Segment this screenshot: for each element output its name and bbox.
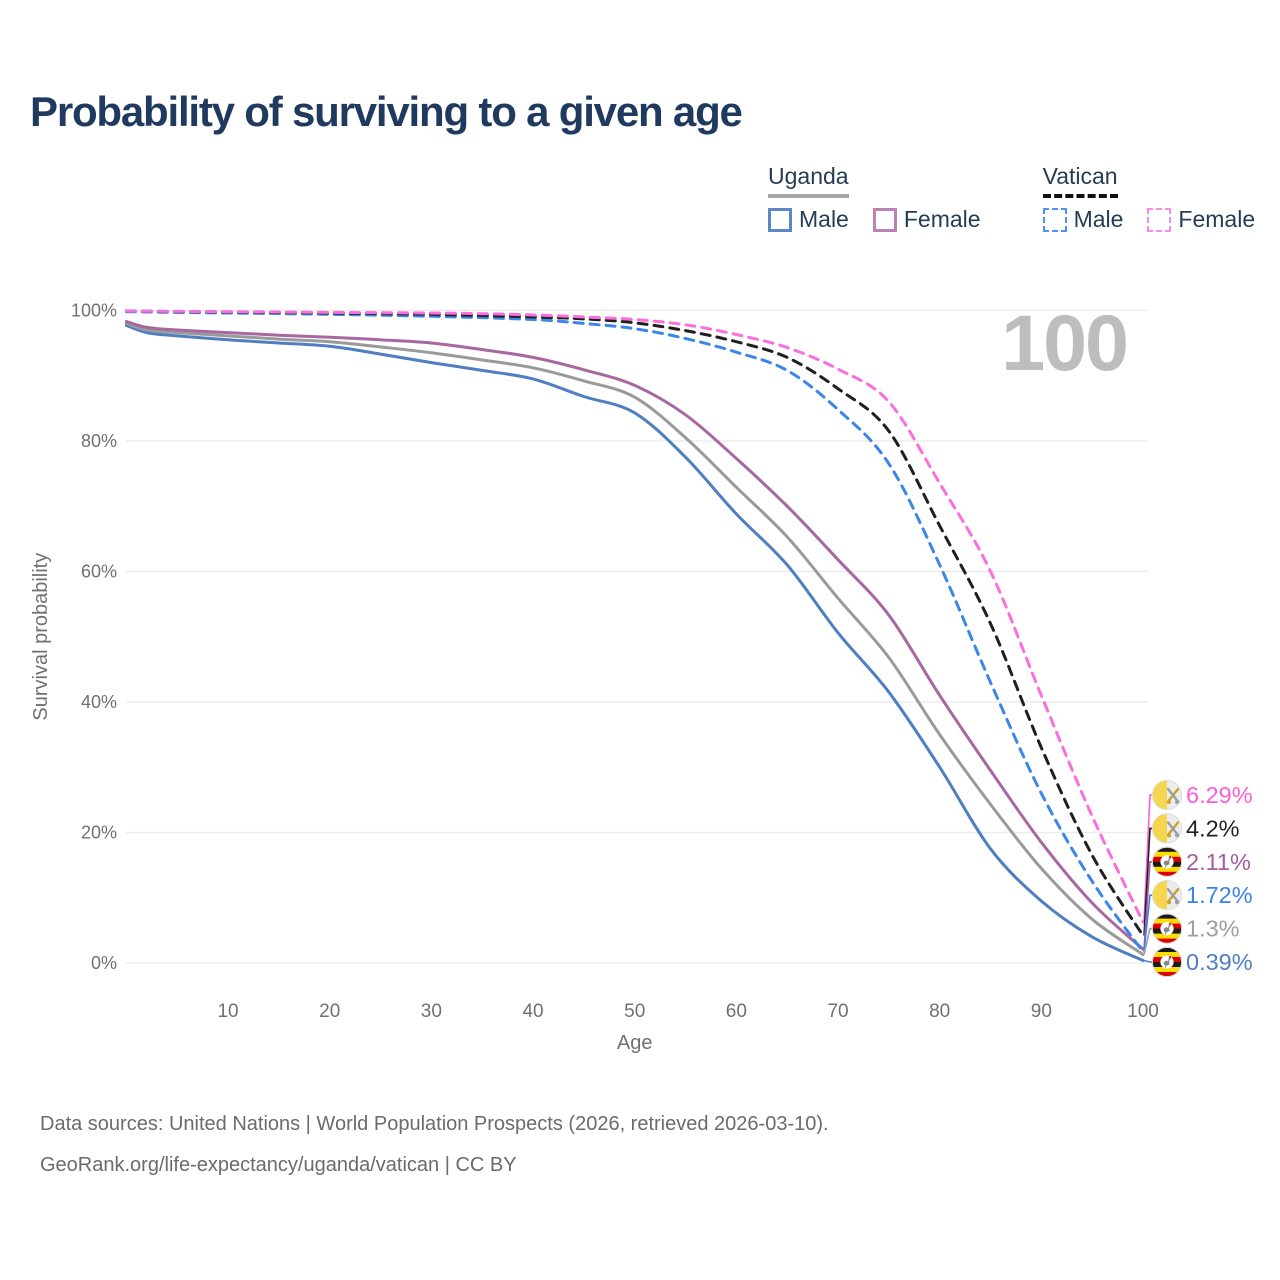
x-tick-label: 70 <box>827 1001 848 1022</box>
uganda-male-swatch-icon <box>768 207 792 232</box>
legend-item-label: Male <box>799 206 849 232</box>
flag-left-half <box>1152 880 1167 911</box>
y-axis-title: Survival probability <box>30 553 52 721</box>
footer-attribution: GeoRank.org/life-expectancy/uganda/vatic… <box>40 1154 517 1176</box>
key-bow <box>1167 900 1171 905</box>
curve-vatican-female <box>124 309 1145 924</box>
flag-stripe <box>1152 947 1182 953</box>
flag-stripe <box>1152 972 1182 977</box>
curve-uganda-female <box>124 320 1145 951</box>
end-label-value: 2.11% <box>1186 849 1251 875</box>
crane-crest <box>1169 956 1172 958</box>
curve-uganda-male <box>124 323 1145 962</box>
x-tick-label: 60 <box>726 1001 747 1022</box>
end-label-value: 6.29% <box>1186 782 1253 808</box>
flag-border <box>1151 946 1183 978</box>
y-tick-label: 40% <box>81 692 117 712</box>
y-tick-label: 100% <box>71 300 117 320</box>
x-tick-label: 50 <box>624 1001 645 1022</box>
x-tick-label: 40 <box>522 1001 543 1022</box>
end-label-value: 1.3% <box>1186 916 1240 942</box>
x-tick-label: 20 <box>319 1001 340 1022</box>
uganda-female-swatch-icon <box>872 207 897 232</box>
y-tick-label: 60% <box>81 561 117 581</box>
legend-item-vatican-male[interactable]: Male <box>1042 206 1124 233</box>
key-bow <box>1175 900 1179 905</box>
legend-group-vatican: Vatican Male Female <box>1042 163 1255 233</box>
curve-vatican-male <box>124 310 1145 954</box>
page-title: Probability of surviving to a given age <box>30 88 743 135</box>
key-bow <box>1167 800 1171 804</box>
flag-border <box>1151 913 1183 944</box>
x-tick-label: 80 <box>929 1001 950 1022</box>
crane-leg <box>1164 931 1167 935</box>
y-tick-label: 20% <box>81 822 117 842</box>
footer: Data sources: United Nations | World Pop… <box>40 1104 829 1186</box>
curve-vatican-total <box>124 309 1145 938</box>
vatican-flag-icon <box>1151 779 1183 811</box>
key-bow <box>1167 833 1171 838</box>
key-bow <box>1175 800 1179 804</box>
uganda-flag-icon <box>1151 946 1183 978</box>
crane-leg <box>1164 864 1167 868</box>
vatican-male-swatch-icon <box>1042 207 1067 232</box>
legend: Uganda Male Female Vatican Male <box>768 163 1255 233</box>
flag-stripe <box>1152 952 1182 958</box>
flag-left-half <box>1152 813 1167 844</box>
uganda-flag-icon <box>1151 913 1183 944</box>
x-tick-label: 30 <box>421 1001 442 1022</box>
flag-stripe <box>1152 871 1182 877</box>
silver-key <box>1166 888 1180 903</box>
x-tick-label: 100 <box>1127 1001 1159 1022</box>
vatican-flag-icon <box>1151 813 1183 844</box>
flag-stripe <box>1152 846 1182 853</box>
flag-stripe <box>1152 918 1182 925</box>
flag-border <box>1151 880 1183 911</box>
end-label-value: 1.72% <box>1186 882 1253 908</box>
end-label-connector <box>1143 959 1153 963</box>
flag-border <box>1151 779 1183 811</box>
crane-crest <box>1169 855 1172 858</box>
vatican-female-swatch-icon <box>1147 207 1172 232</box>
y-tick-label: 0% <box>91 953 117 973</box>
vatican-flag-icon <box>1151 880 1183 911</box>
flag-left-half <box>1152 780 1167 810</box>
legend-group-uganda: Uganda Male Female <box>768 163 981 233</box>
x-axis-title: Age <box>617 1032 653 1054</box>
legend-item-uganda-female[interactable]: Female <box>872 206 981 233</box>
end-label-value: 0.39% <box>1186 949 1253 975</box>
y-tick-label: 80% <box>81 431 117 451</box>
legend-item-uganda-male[interactable]: Male <box>768 206 849 233</box>
x-tick-label: 10 <box>217 1001 238 1022</box>
end-label-value: 4.2% <box>1186 815 1240 841</box>
flag-stripe <box>1152 933 1182 940</box>
crane-crest <box>1169 922 1172 925</box>
legend-item-label: Female <box>903 206 981 232</box>
footer-data-sources: Data sources: United Nations | World Pop… <box>40 1113 829 1135</box>
legend-group-title-vatican: Vatican <box>1042 163 1118 198</box>
flag-stripe <box>1152 913 1182 920</box>
flag-stripe <box>1152 866 1182 873</box>
flag-border <box>1151 846 1183 877</box>
legend-item-vatican-female[interactable]: Female <box>1147 206 1255 233</box>
silver-key <box>1166 787 1180 803</box>
legend-item-label: Female <box>1178 206 1256 232</box>
silver-key <box>1166 821 1180 837</box>
key-bow <box>1175 833 1179 838</box>
flag-border <box>1151 813 1183 844</box>
curve-uganda-total <box>124 322 1145 956</box>
flag-stripe <box>1152 967 1182 973</box>
flag-stripe <box>1152 938 1182 944</box>
flag-stripe <box>1152 851 1182 858</box>
age-counter-watermark: 100 <box>1001 298 1127 387</box>
legend-group-title-uganda: Uganda <box>768 163 849 198</box>
uganda-flag-icon <box>1151 846 1183 877</box>
x-tick-label: 90 <box>1031 1001 1052 1022</box>
crane-leg <box>1164 965 1167 968</box>
legend-item-label: Male <box>1073 206 1124 232</box>
